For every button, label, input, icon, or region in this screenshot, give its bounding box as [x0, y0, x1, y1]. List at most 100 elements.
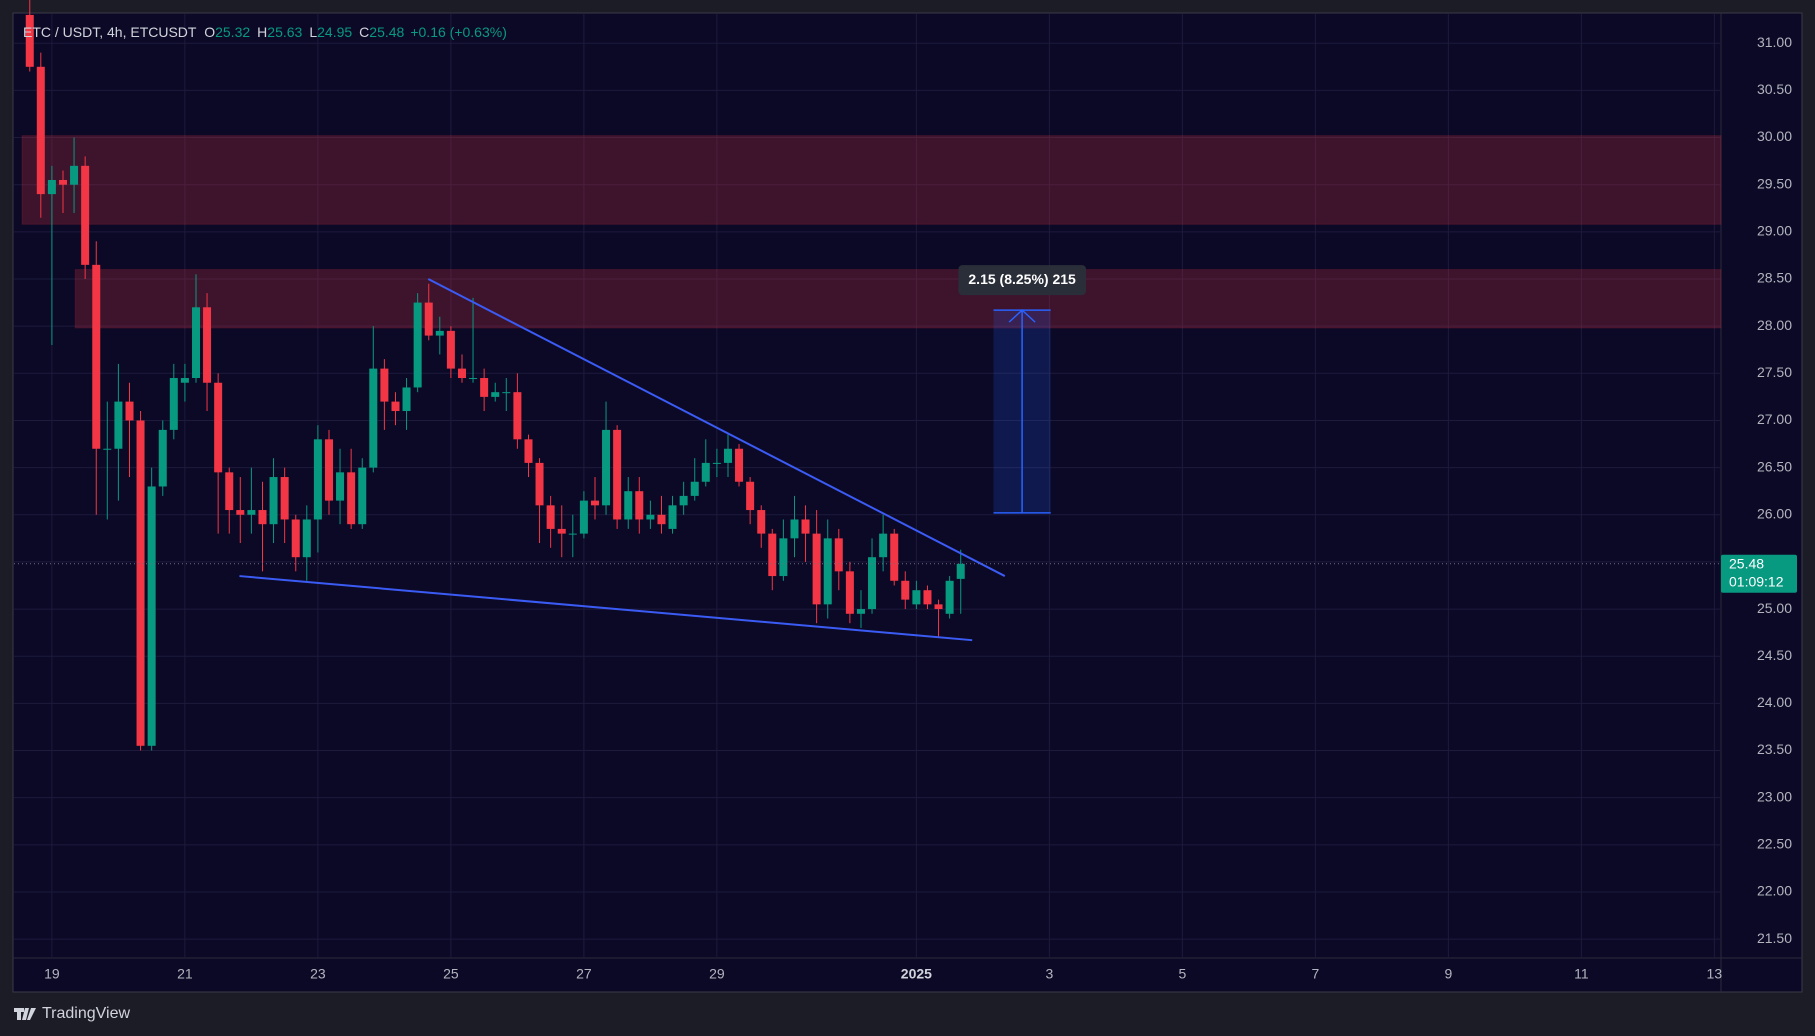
candle-body: [280, 477, 289, 520]
candle-body: [723, 448, 732, 463]
ohlc-value: 25.63: [267, 24, 302, 40]
chart-frame: [12, 12, 1803, 993]
candle-body: [81, 165, 90, 265]
candle-body: [114, 401, 123, 449]
ohlc-value: 25.32: [215, 24, 250, 40]
candle-body: [225, 472, 234, 511]
candle-body: [92, 264, 101, 449]
ohlc-value: 25.48: [369, 24, 404, 40]
candle-body: [347, 472, 356, 525]
candle-body: [325, 439, 334, 501]
grid: [14, 14, 1721, 958]
ohlc-label: C: [359, 24, 369, 40]
candle-body: [524, 439, 533, 463]
candle-body: [424, 302, 433, 336]
candle-body: [690, 481, 699, 496]
x-tick-label: 27: [576, 966, 592, 982]
candle-body: [646, 514, 655, 520]
candle-body: [203, 307, 212, 383]
watermark: TradingView: [42, 1005, 130, 1022]
ohlc-value: 24.95: [317, 24, 352, 40]
x-tick-label: 2025: [901, 966, 932, 982]
candle-body: [158, 429, 167, 487]
candle-body: [712, 462, 721, 464]
y-tick-label: 28.00: [1757, 317, 1792, 333]
x-tick-label: 9: [1444, 966, 1452, 982]
candle-body: [668, 505, 677, 529]
legend-header: ETC / USDT, 4h, ETCUSDT O25.32 H25.63 L24.9…: [23, 24, 507, 40]
candle-body: [247, 510, 256, 515]
x-tick-label: 5: [1178, 966, 1186, 982]
x-tick-label: 7: [1311, 966, 1319, 982]
y-tick-label: 30.50: [1757, 81, 1792, 97]
measure-arrowhead: [1008, 309, 1036, 323]
candle-body: [801, 519, 810, 534]
candle-body: [679, 495, 688, 506]
resistance-zone: [74, 269, 1722, 329]
y-tick-label: 24.00: [1757, 694, 1792, 710]
candle-body: [313, 439, 322, 520]
ohlc-label: O: [204, 24, 215, 40]
candle-body: [269, 477, 278, 525]
candle-body: [169, 378, 178, 430]
y-tick-label: 28.50: [1757, 270, 1792, 286]
candle-body: [214, 382, 223, 473]
candle-body: [635, 491, 644, 520]
candle-body: [934, 604, 943, 610]
candle-body: [735, 448, 744, 482]
candle-body: [192, 307, 201, 379]
resistance-zone: [21, 135, 1722, 225]
candle-body: [790, 519, 799, 539]
y-tick-label: 21.50: [1757, 930, 1792, 946]
candle-body: [147, 486, 156, 746]
y-tick-label: 24.50: [1757, 647, 1792, 663]
x-tick-label: 21: [177, 966, 193, 982]
candle-body: [657, 514, 666, 525]
candle-body: [291, 519, 300, 558]
candle-body: [557, 528, 566, 534]
candle-body: [945, 580, 954, 614]
candle-body: [103, 448, 112, 450]
candle-body: [391, 401, 400, 412]
y-tick-label: 27.00: [1757, 411, 1792, 427]
candle-body: [535, 462, 544, 506]
change-label: +0.16 (+0.63%): [410, 24, 507, 40]
y-tick-label: 30.00: [1757, 128, 1792, 144]
candle-body: [590, 500, 599, 506]
candle-body: [568, 533, 577, 535]
candle-body: [746, 481, 755, 511]
candle-body: [845, 571, 854, 614]
candle-body: [757, 510, 766, 534]
ohlc-label: H: [257, 24, 267, 40]
y-tick-label: 26.00: [1757, 505, 1792, 521]
y-tick-label: 23.00: [1757, 788, 1792, 804]
candle-body: [336, 472, 345, 501]
current-price-box: [1721, 554, 1797, 593]
candle-body: [779, 538, 788, 577]
candle-body: [413, 302, 422, 388]
candle-body: [502, 392, 511, 394]
measure-label-box: [958, 265, 1087, 296]
trendline: [239, 575, 973, 642]
candle-body: [823, 538, 832, 605]
y-tick-label: 26.50: [1757, 458, 1792, 474]
candle-body: [901, 580, 910, 600]
candle-body: [856, 609, 865, 614]
candle-body: [546, 505, 555, 529]
candle-body: [613, 429, 622, 520]
candle-body: [491, 392, 500, 397]
y-tick-label: 31.00: [1757, 34, 1792, 50]
candle-body: [480, 378, 489, 397]
candle-body: [236, 510, 245, 515]
y-tick-label: 25.00: [1757, 600, 1792, 616]
candle-body: [302, 519, 311, 558]
current-price-label: 25.48: [1729, 556, 1764, 572]
candle-body: [701, 462, 710, 482]
logo-mark: [14, 1008, 36, 1020]
candle-body: [890, 533, 899, 581]
candle-body: [868, 557, 877, 610]
candle-body: [602, 429, 611, 506]
candle-body: [369, 368, 378, 468]
candle-body: [402, 387, 411, 412]
candle-body: [258, 510, 267, 525]
